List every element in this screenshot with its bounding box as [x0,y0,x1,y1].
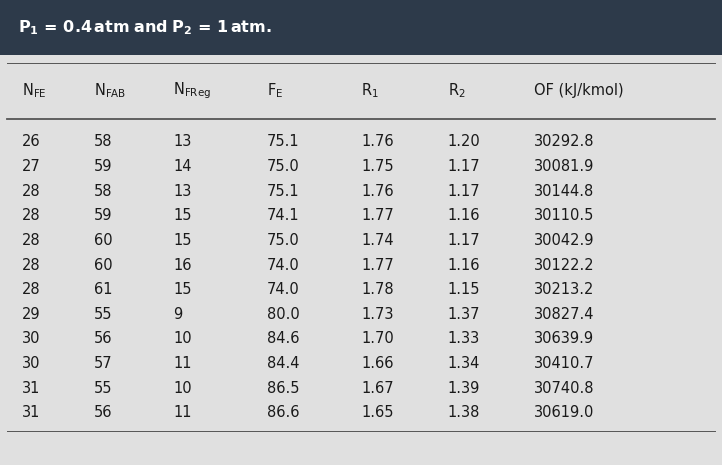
Text: 1.76: 1.76 [361,184,393,199]
Text: 30042.9: 30042.9 [534,233,595,248]
Text: N$_{\mathregular{FAB}}$: N$_{\mathregular{FAB}}$ [94,81,126,100]
Text: 59: 59 [94,159,113,174]
Text: 1.16: 1.16 [448,258,480,272]
Text: 75.0: 75.0 [267,159,300,174]
Text: 11: 11 [173,405,192,420]
Text: 1.17: 1.17 [448,159,480,174]
Text: 56: 56 [94,332,113,346]
Text: 86.5: 86.5 [267,381,300,396]
Text: 58: 58 [94,184,113,199]
Text: 30122.2: 30122.2 [534,258,595,272]
Text: 30410.7: 30410.7 [534,356,595,371]
Text: 74.0: 74.0 [267,258,300,272]
Text: 57: 57 [94,356,113,371]
Text: 10: 10 [173,332,192,346]
Text: 30144.8: 30144.8 [534,184,594,199]
Text: 1.65: 1.65 [361,405,393,420]
Text: 30740.8: 30740.8 [534,381,595,396]
Text: 74.1: 74.1 [267,208,300,223]
Text: 75.0: 75.0 [267,233,300,248]
Text: 31: 31 [22,405,40,420]
Text: 1.38: 1.38 [448,405,480,420]
Text: 30: 30 [22,356,40,371]
Text: 86.6: 86.6 [267,405,300,420]
Text: 60: 60 [94,233,113,248]
Text: 1.78: 1.78 [361,282,393,297]
Text: R$_2$: R$_2$ [448,81,466,100]
Text: 1.66: 1.66 [361,356,393,371]
Text: 27: 27 [22,159,40,174]
Text: 55: 55 [94,381,113,396]
Text: N$_{\mathregular{FE}}$: N$_{\mathregular{FE}}$ [22,81,46,100]
Text: 1.17: 1.17 [448,184,480,199]
Text: 1.39: 1.39 [448,381,480,396]
Text: 74.0: 74.0 [267,282,300,297]
Text: 1.37: 1.37 [448,307,480,322]
Text: N$_{\mathregular{FReg}}$: N$_{\mathregular{FReg}}$ [173,80,212,101]
Text: 30292.8: 30292.8 [534,134,595,149]
Text: 15: 15 [173,233,192,248]
Text: 1.77: 1.77 [361,208,393,223]
Text: 9: 9 [173,307,183,322]
Text: 80.0: 80.0 [267,307,300,322]
Text: 30619.0: 30619.0 [534,405,595,420]
Text: 1.67: 1.67 [361,381,393,396]
Text: 26: 26 [22,134,40,149]
Text: 30081.9: 30081.9 [534,159,595,174]
Text: 1.17: 1.17 [448,233,480,248]
Text: 1.76: 1.76 [361,134,393,149]
Text: 11: 11 [173,356,192,371]
Text: 28: 28 [22,233,40,248]
Text: 10: 10 [173,381,192,396]
Text: $\mathbf{P_1}$$\mathbf{\,=\,0.4\,atm}$$\mathbf{\;and\;}$$\mathbf{P_2}$$\mathbf{\: $\mathbf{P_1}$$\mathbf{\,=\,0.4\,atm}$$\… [18,18,271,37]
Text: 15: 15 [173,208,192,223]
Text: 1.20: 1.20 [448,134,480,149]
Text: 1.75: 1.75 [361,159,393,174]
Text: R$_1$: R$_1$ [361,81,379,100]
Text: 56: 56 [94,405,113,420]
Text: 1.77: 1.77 [361,258,393,272]
FancyBboxPatch shape [0,0,722,55]
Text: 30110.5: 30110.5 [534,208,595,223]
Text: 13: 13 [173,184,191,199]
Text: 29: 29 [22,307,40,322]
Text: 75.1: 75.1 [267,134,300,149]
Text: 55: 55 [94,307,113,322]
Text: 28: 28 [22,208,40,223]
Text: 60: 60 [94,258,113,272]
Text: 1.70: 1.70 [361,332,393,346]
Text: 16: 16 [173,258,192,272]
Text: 58: 58 [94,134,113,149]
Text: 1.74: 1.74 [361,233,393,248]
Text: 30213.2: 30213.2 [534,282,595,297]
Text: 13: 13 [173,134,191,149]
Text: 30639.9: 30639.9 [534,332,594,346]
Text: 84.6: 84.6 [267,332,300,346]
Text: 1.73: 1.73 [361,307,393,322]
Text: OF (kJ/kmol): OF (kJ/kmol) [534,83,624,98]
Text: 14: 14 [173,159,192,174]
Text: 1.33: 1.33 [448,332,480,346]
Text: 31: 31 [22,381,40,396]
Text: 75.1: 75.1 [267,184,300,199]
Text: 30: 30 [22,332,40,346]
Text: 28: 28 [22,258,40,272]
Text: 15: 15 [173,282,192,297]
Text: F$_{\mathregular{E}}$: F$_{\mathregular{E}}$ [267,81,284,100]
Text: 1.34: 1.34 [448,356,480,371]
Text: 1.15: 1.15 [448,282,480,297]
Text: 1.16: 1.16 [448,208,480,223]
Text: 30827.4: 30827.4 [534,307,595,322]
Text: 84.4: 84.4 [267,356,300,371]
Text: 28: 28 [22,184,40,199]
Text: 59: 59 [94,208,113,223]
Text: 28: 28 [22,282,40,297]
Text: 61: 61 [94,282,113,297]
